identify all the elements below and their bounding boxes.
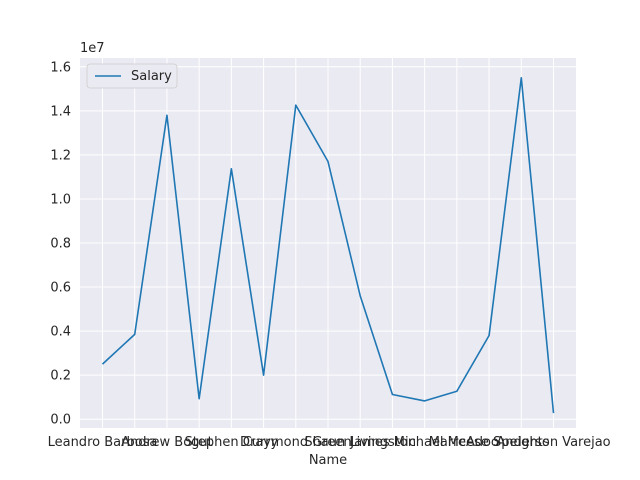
x-tick-label: Andrew Bogut xyxy=(121,435,213,450)
series-points xyxy=(102,77,554,414)
x-tick-label: Shaun Livingston xyxy=(304,435,416,450)
y-scale-offset: 1e7 xyxy=(80,41,105,56)
x-gridlines xyxy=(102,58,554,428)
legend-label: Salary xyxy=(131,69,172,84)
x-tick-label: Marreese Speights xyxy=(429,435,550,450)
y-tick-label: 0.6 xyxy=(50,281,71,296)
x-tick-label: Anderson Varejao xyxy=(496,435,610,450)
y-tick-label: 1.4 xyxy=(50,104,71,119)
x-tick-label: Leandro Barbosa xyxy=(48,435,158,450)
x-tick-label: Draymond Green xyxy=(240,435,352,450)
x-axis-label: Name xyxy=(309,453,347,468)
x-tick-label: James Michael McAdoo xyxy=(349,435,499,450)
y-tick-label: 0.0 xyxy=(50,413,71,428)
y-tick-label: 1.0 xyxy=(50,192,71,207)
legend: Salary xyxy=(86,63,178,89)
y-tick-label: 1.6 xyxy=(50,60,71,75)
y-tick-labels: 0.0 0.2 0.4 0.6 0.8 1.0 1.2 1.4 1.6 xyxy=(50,60,71,427)
y-tick-label: 0.8 xyxy=(50,237,71,252)
legend-box xyxy=(86,63,178,89)
y-tick-label: 0.4 xyxy=(50,325,71,340)
y-tick-label: 0.2 xyxy=(50,369,71,384)
x-tick-label: Stephen Curry xyxy=(185,435,279,450)
y-tick-label: 1.2 xyxy=(50,148,71,163)
